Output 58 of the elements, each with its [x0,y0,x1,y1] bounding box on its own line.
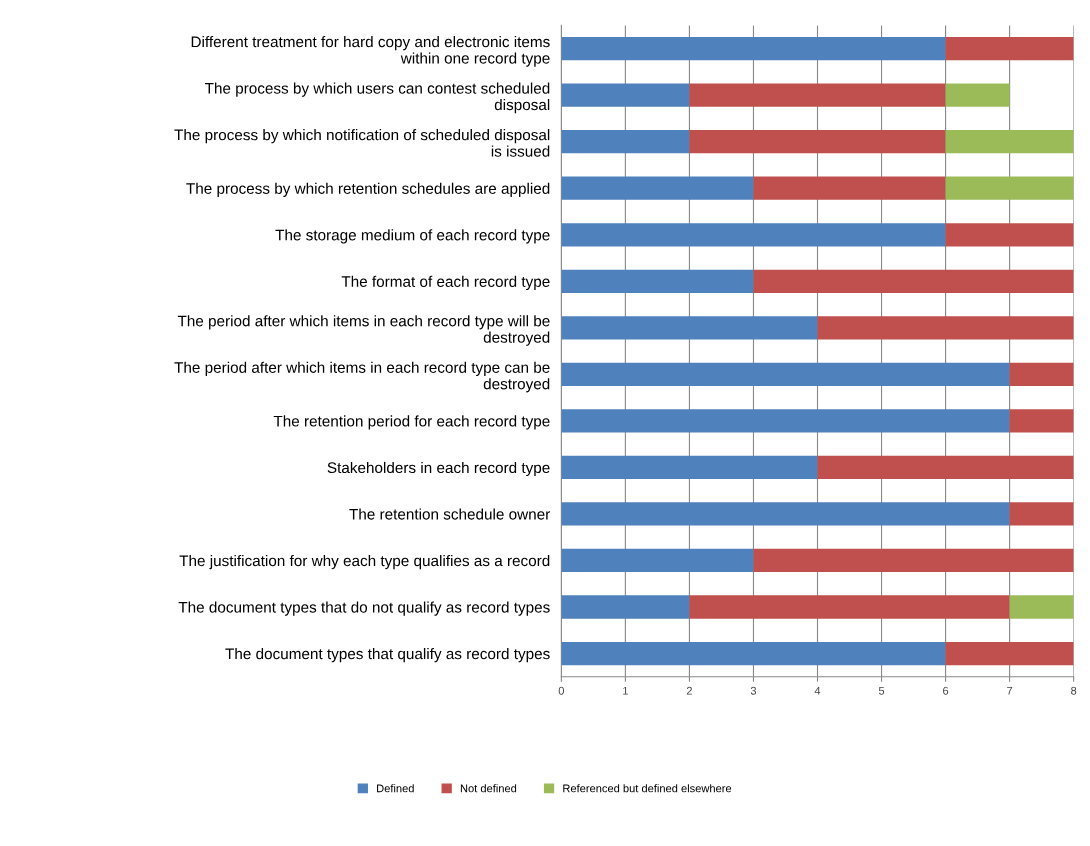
y-tick-label: The document types that do not qualify as record types [178,601,550,616]
bar [753,548,1074,573]
bar [561,130,690,154]
bar [945,223,1074,247]
bar [945,130,1074,154]
bar [1009,362,1074,386]
bar [1009,502,1074,526]
x-tick-label: 1 [623,686,628,695]
bar [561,548,754,573]
y-tick-label: Stakeholders in each record type [327,461,550,477]
bar [561,502,1010,526]
x-tick-label: 0 [558,686,565,695]
x-tick-label: 6 [943,686,949,695]
bar [561,176,754,200]
y-tick-label: The storage medium of each record type [275,229,550,244]
x-tick-label: 5 [878,686,885,695]
bar [945,37,1074,61]
bar [945,176,1074,200]
bar [753,176,946,200]
bar [561,409,1010,433]
y-tick-label: The process by which retention schedules are applied [186,182,550,197]
x-tick-label: 7 [1007,686,1013,695]
bar [689,130,946,154]
bar [561,641,946,666]
y-tick-label: The period after which items in each record type can be destroyed [174,361,550,393]
bar [945,641,1074,666]
y-tick-label: The format of each record type [341,275,550,290]
bar [1009,595,1074,619]
y-tick-label: The process by which users can contest scheduled disposal [204,82,550,114]
y-tick-label: The period after which items in each record type will be destroyed [177,315,550,346]
y-tick-label: The retention period for each record type [273,415,550,430]
bar [689,595,1010,619]
legend-label: Defined [377,784,414,793]
bar [561,37,946,61]
bar [561,269,754,293]
legend-label: Referenced but defined elsewhere [563,784,732,793]
bar [945,83,1010,107]
bar [689,83,946,107]
bar [561,83,690,107]
y-tick-label: The document types that qualify as record types [225,648,550,663]
bar [561,316,818,340]
bar [753,269,1074,293]
y-tick-label: Different treatment for hard copy and electronic items within one record type [191,35,550,67]
y-tick-label: The justification for why each type qualifies as a record [179,554,550,570]
bar [1009,409,1074,433]
x-tick-label: 3 [750,686,757,695]
bar [817,455,1074,480]
bar [561,455,818,480]
x-tick-label: 4 [814,686,821,695]
bar [817,316,1074,340]
y-tick-label: The retention schedule owner [349,508,550,520]
x-tick-label: 2 [686,686,692,695]
bar [561,362,1010,386]
bar [561,595,690,619]
y-tick-label: The process by which notification of scheduled disposal is issued [174,129,550,157]
legend-label: Not defined [460,784,517,793]
bar [561,223,946,247]
x-tick-label: 8 [1071,686,1077,695]
